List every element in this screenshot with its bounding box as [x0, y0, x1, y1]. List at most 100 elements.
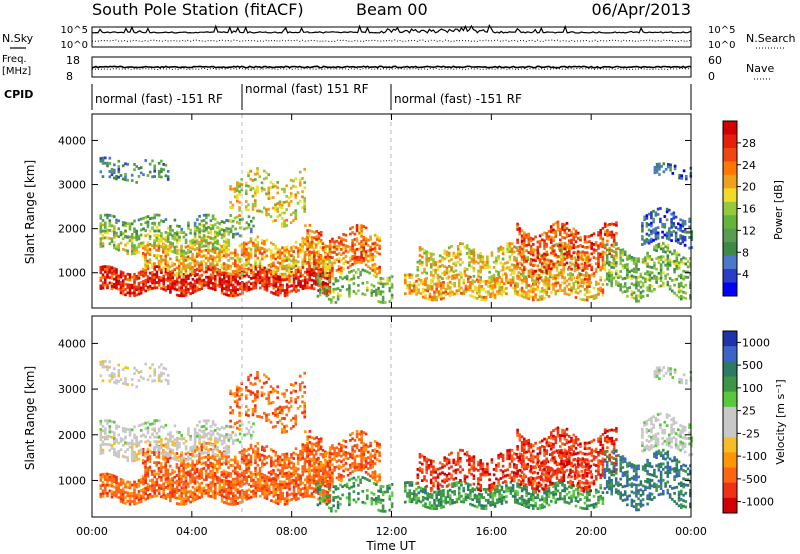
velocity-cell [171, 481, 174, 485]
velocity-cell [299, 482, 302, 486]
power-cell [141, 246, 145, 250]
power-cell [173, 282, 177, 286]
power-cell [124, 224, 127, 228]
power-cell [148, 253, 152, 256]
power-cell [648, 278, 652, 282]
velocity-cell [135, 485, 138, 489]
power-cell [335, 245, 339, 248]
velocity-cell [220, 480, 224, 484]
velocity-cell [276, 483, 280, 486]
power-cell [292, 260, 295, 264]
power-cell [477, 253, 480, 257]
power-cell [657, 285, 661, 288]
power-cell [155, 281, 159, 284]
power-cell [227, 244, 231, 247]
power-cell [570, 267, 573, 271]
power-cell [128, 275, 132, 279]
power-cell [574, 235, 578, 238]
velocity-cell [133, 488, 136, 492]
velocity-cell [252, 481, 255, 485]
power-cell [177, 262, 181, 265]
power-cell [594, 280, 598, 284]
power-cell [209, 278, 213, 282]
power-cell [606, 223, 609, 227]
power-cell [535, 279, 539, 283]
power-cell [175, 283, 179, 286]
power-cell [357, 268, 360, 271]
power-cell [610, 233, 614, 237]
power-cell [360, 253, 363, 257]
power-cell [238, 282, 242, 285]
power-cell [415, 293, 418, 296]
power-cell [446, 281, 450, 285]
power-cell [666, 283, 670, 287]
cpid-label: CPID [4, 88, 33, 101]
power-cell [104, 267, 107, 271]
velocity-cell [247, 488, 251, 492]
power-cell [292, 211, 295, 215]
power-cell [630, 258, 634, 262]
nsearch-tick-bottom: 10^0 [708, 40, 735, 51]
power-cell [497, 271, 500, 274]
velocity-cell [276, 499, 280, 503]
power-cell [254, 281, 258, 284]
power-cell [550, 267, 553, 271]
velocity-cell [135, 482, 138, 486]
power-cell [612, 242, 616, 246]
power-cell [352, 290, 356, 293]
power-cell [209, 223, 213, 227]
power-cell [520, 281, 524, 285]
power-cell [645, 216, 649, 220]
power-cell [296, 255, 300, 258]
power-cell [189, 246, 192, 250]
power-cell [648, 273, 652, 277]
power-cell [554, 284, 558, 288]
power-cell [472, 259, 476, 262]
power-cell [294, 284, 298, 288]
power-cell [526, 258, 530, 262]
power-cell [227, 278, 231, 281]
power-cell [169, 272, 172, 276]
power-cell [187, 221, 190, 225]
power-cell [265, 278, 269, 281]
power-cell [256, 188, 259, 192]
velocity-cell [236, 496, 240, 500]
velocity-cell [243, 482, 246, 486]
power-cell [113, 243, 116, 247]
power-cell [479, 278, 482, 282]
power-cell [448, 294, 452, 297]
velocity-cell [157, 483, 161, 487]
power-cell [173, 285, 177, 288]
power-cell [182, 294, 186, 297]
velocity-cell [184, 471, 188, 475]
power-cell [488, 270, 491, 274]
velocity-cell [180, 469, 183, 473]
power-cell [675, 264, 679, 268]
power-cell [556, 228, 560, 232]
power-cell [421, 295, 425, 299]
velocity-cell [166, 481, 170, 485]
power-cell [605, 272, 609, 276]
power-cell [139, 289, 143, 292]
velocity-cell [245, 478, 249, 482]
power-cell [189, 281, 192, 285]
power-cell [130, 239, 134, 242]
power-cell [547, 267, 551, 270]
power-cell [480, 298, 483, 302]
power-cell [175, 249, 179, 252]
power-cell [562, 271, 566, 275]
power-cell [324, 245, 327, 249]
power-cell [303, 202, 306, 206]
power-cell [198, 269, 201, 273]
power-cell [294, 271, 298, 275]
power-cell [459, 242, 462, 245]
power-cell [171, 264, 174, 268]
velocity-cell [151, 486, 154, 490]
power-cell [211, 263, 215, 267]
power-cell [328, 239, 332, 243]
power-cell [630, 290, 634, 294]
power-cell [184, 245, 188, 249]
power-cell [632, 296, 636, 300]
power-cell [312, 250, 316, 253]
power-cell [247, 262, 251, 266]
